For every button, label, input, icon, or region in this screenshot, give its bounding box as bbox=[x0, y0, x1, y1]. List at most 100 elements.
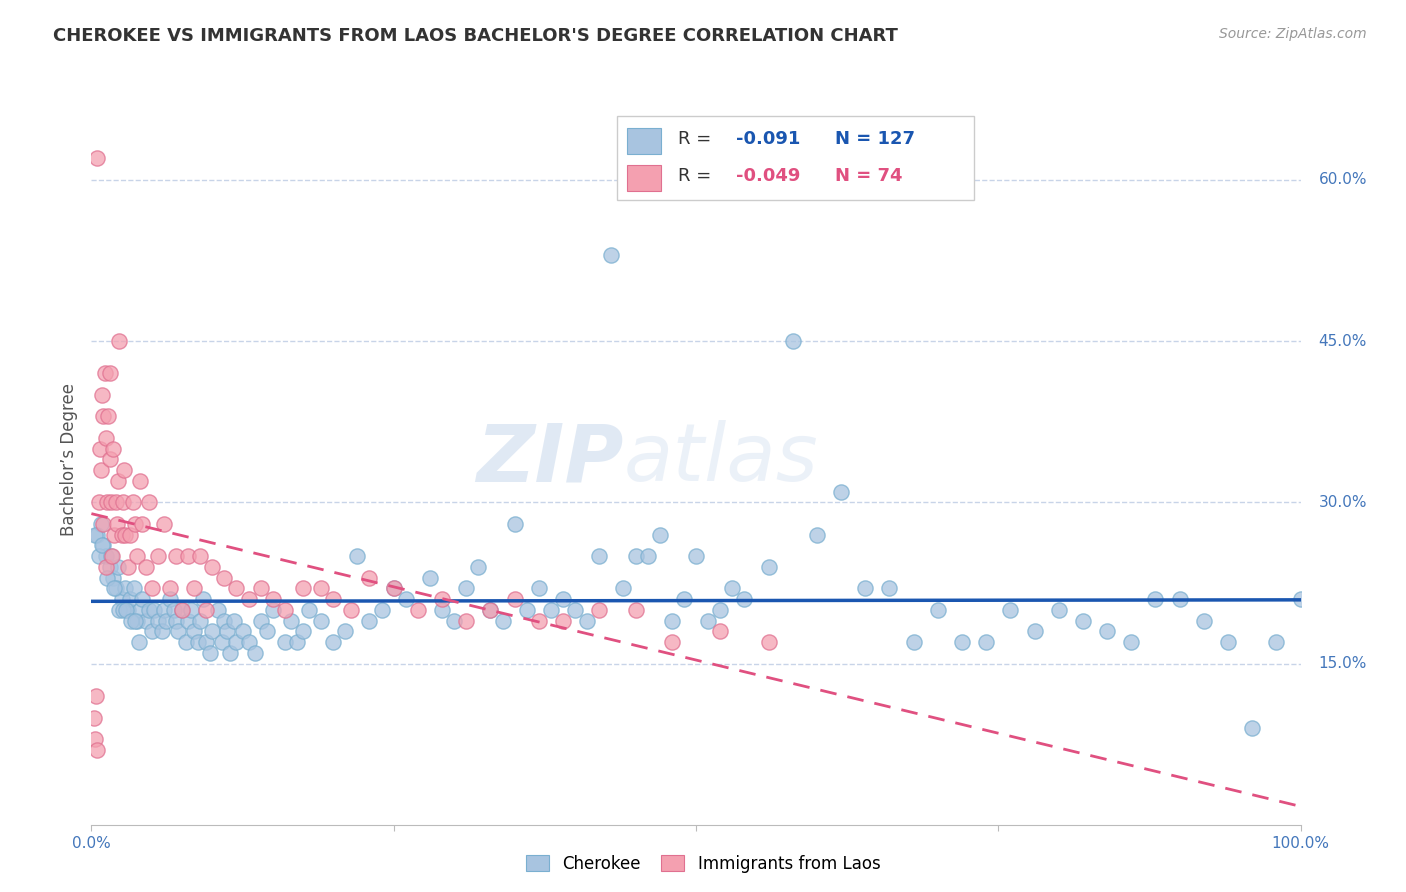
Point bbox=[782, 334, 804, 348]
Point bbox=[685, 549, 707, 564]
Point bbox=[188, 549, 211, 564]
Point bbox=[94, 431, 117, 445]
Point bbox=[280, 614, 302, 628]
Point bbox=[121, 495, 143, 509]
Point bbox=[91, 388, 114, 402]
Point bbox=[406, 603, 429, 617]
Point bbox=[1289, 592, 1312, 607]
Point bbox=[1095, 624, 1118, 639]
Point bbox=[564, 603, 586, 617]
Point bbox=[155, 614, 177, 628]
Point bbox=[309, 582, 332, 596]
Point bbox=[1024, 624, 1046, 639]
Point bbox=[111, 527, 132, 541]
Point bbox=[516, 603, 538, 617]
Point bbox=[94, 549, 117, 564]
Point bbox=[395, 592, 418, 607]
Point bbox=[143, 603, 166, 617]
Point bbox=[479, 603, 502, 617]
Point bbox=[127, 549, 149, 564]
Point bbox=[120, 527, 142, 541]
Point bbox=[120, 592, 142, 607]
Point bbox=[467, 560, 489, 574]
Point bbox=[108, 603, 131, 617]
Point bbox=[709, 603, 731, 617]
Point bbox=[131, 516, 153, 531]
Point bbox=[191, 592, 214, 607]
Point bbox=[174, 635, 197, 649]
Point bbox=[1000, 603, 1022, 617]
Point bbox=[491, 614, 513, 628]
Point bbox=[101, 549, 124, 564]
Point bbox=[93, 538, 115, 552]
Point bbox=[103, 527, 125, 541]
Point bbox=[225, 635, 247, 649]
Point bbox=[105, 516, 128, 531]
Point bbox=[135, 614, 157, 628]
Point bbox=[830, 484, 852, 499]
Text: 30.0%: 30.0% bbox=[1319, 495, 1367, 510]
Point bbox=[600, 248, 623, 262]
Point bbox=[108, 334, 131, 348]
Point bbox=[1071, 614, 1094, 628]
Point bbox=[117, 603, 139, 617]
Point bbox=[430, 603, 453, 617]
Point bbox=[262, 603, 284, 617]
Point bbox=[697, 614, 720, 628]
Text: R =: R = bbox=[678, 167, 717, 186]
Point bbox=[104, 495, 127, 509]
Point bbox=[188, 614, 211, 628]
Point bbox=[177, 614, 200, 628]
Point bbox=[177, 549, 200, 564]
FancyBboxPatch shape bbox=[627, 128, 661, 154]
Text: atlas: atlas bbox=[623, 420, 818, 499]
Point bbox=[84, 689, 107, 703]
Point bbox=[758, 560, 780, 574]
Point bbox=[503, 516, 526, 531]
Point bbox=[90, 516, 112, 531]
Point bbox=[117, 560, 139, 574]
Point bbox=[91, 538, 114, 552]
Point bbox=[97, 409, 120, 424]
Point bbox=[322, 592, 344, 607]
Y-axis label: Bachelor’s Degree: Bachelor’s Degree bbox=[59, 383, 77, 536]
Point bbox=[661, 635, 683, 649]
Point bbox=[456, 582, 478, 596]
Point bbox=[215, 624, 238, 639]
Point bbox=[274, 603, 297, 617]
Point bbox=[127, 614, 149, 628]
Text: 45.0%: 45.0% bbox=[1319, 334, 1367, 349]
Point bbox=[540, 603, 562, 617]
Point bbox=[128, 603, 150, 617]
Point bbox=[298, 603, 321, 617]
Point bbox=[180, 603, 202, 617]
Point bbox=[107, 474, 129, 488]
Point bbox=[111, 603, 134, 617]
Text: N = 127: N = 127 bbox=[835, 130, 915, 148]
Point bbox=[551, 614, 574, 628]
Point bbox=[122, 582, 145, 596]
Point bbox=[94, 560, 117, 574]
Point bbox=[98, 367, 121, 381]
Point bbox=[150, 624, 173, 639]
Point bbox=[1241, 721, 1264, 735]
Point bbox=[285, 635, 308, 649]
Point bbox=[419, 571, 441, 585]
Point bbox=[93, 516, 115, 531]
FancyBboxPatch shape bbox=[617, 116, 974, 200]
Point bbox=[1168, 592, 1191, 607]
Point bbox=[262, 592, 284, 607]
Point bbox=[84, 527, 107, 541]
Point bbox=[98, 452, 121, 467]
Point bbox=[479, 603, 502, 617]
Text: 15.0%: 15.0% bbox=[1319, 657, 1367, 672]
Point bbox=[340, 603, 363, 617]
Point bbox=[153, 516, 176, 531]
Text: -0.049: -0.049 bbox=[735, 167, 800, 186]
Legend: Cherokee, Immigrants from Laos: Cherokee, Immigrants from Laos bbox=[519, 848, 887, 880]
Point bbox=[195, 635, 218, 649]
Point bbox=[112, 463, 135, 477]
Point bbox=[114, 582, 136, 596]
Point bbox=[612, 582, 634, 596]
Point bbox=[225, 582, 247, 596]
